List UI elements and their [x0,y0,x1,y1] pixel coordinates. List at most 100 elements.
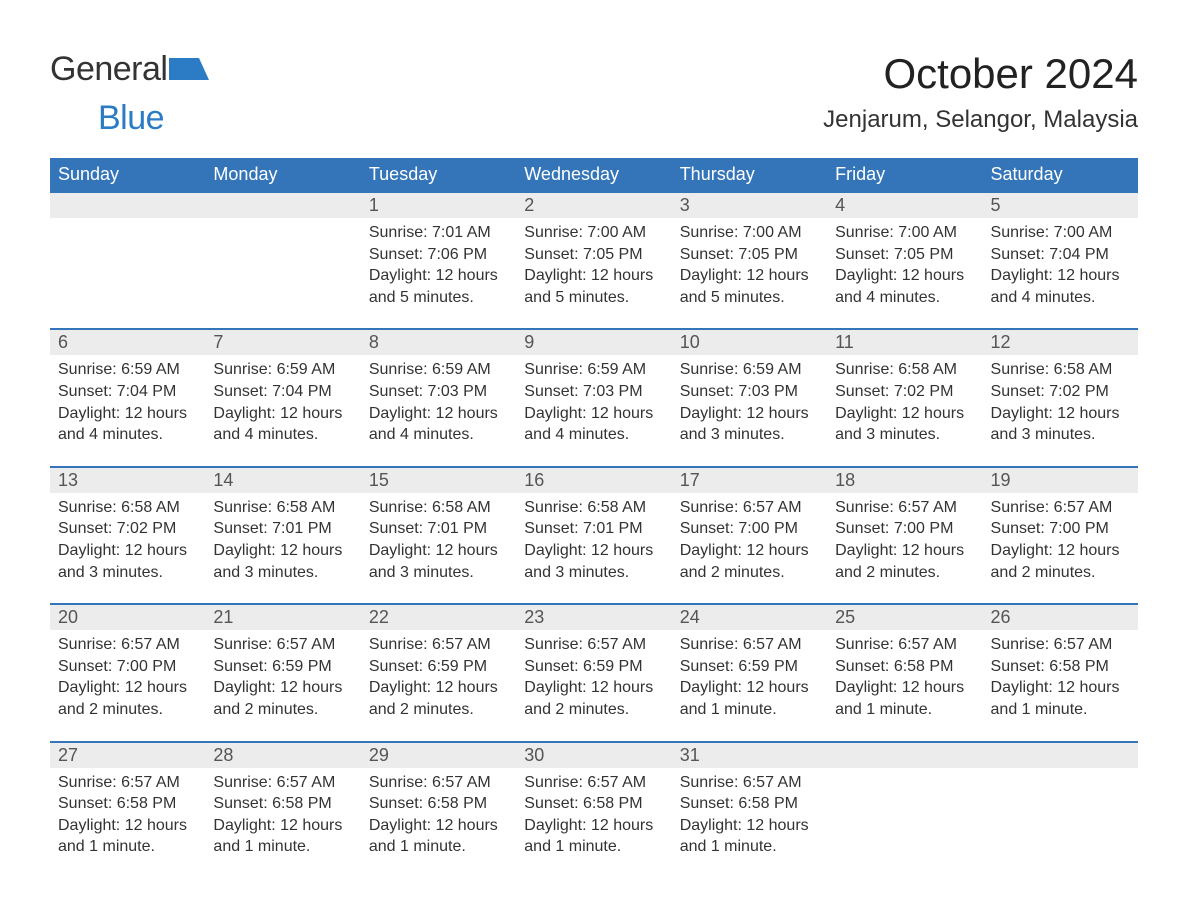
daylight-text: Daylight: 12 hours and 4 minutes. [835,265,974,308]
sunrise-text: Sunrise: 6:59 AM [680,359,819,381]
day-content-cell: Sunrise: 6:57 AMSunset: 6:59 PMDaylight:… [516,630,671,741]
day-content-cell: Sunrise: 6:59 AMSunset: 7:04 PMDaylight:… [50,355,205,466]
day-content-cell: Sunrise: 6:57 AMSunset: 6:58 PMDaylight:… [361,768,516,878]
day-number-cell: 31 [672,742,827,768]
daylight-text: Daylight: 12 hours and 4 minutes. [213,403,352,446]
daylight-text: Daylight: 12 hours and 2 minutes. [991,540,1130,583]
sunrise-text: Sunrise: 6:58 AM [524,497,663,519]
day-content-cell [827,768,982,878]
day-content-cell: Sunrise: 6:57 AMSunset: 6:59 PMDaylight:… [361,630,516,741]
sunrise-text: Sunrise: 6:57 AM [680,497,819,519]
daylight-text: Daylight: 12 hours and 1 minute. [991,677,1130,720]
daylight-text: Daylight: 12 hours and 1 minute. [680,677,819,720]
day-number-cell: 11 [827,329,982,355]
sunset-text: Sunset: 6:58 PM [680,793,819,815]
day-content-cell: Sunrise: 6:57 AMSunset: 7:00 PMDaylight:… [50,630,205,741]
week-content-row: Sunrise: 6:59 AMSunset: 7:04 PMDaylight:… [50,355,1138,466]
daylight-text: Daylight: 12 hours and 2 minutes. [369,677,508,720]
day-number-cell: 27 [50,742,205,768]
document-header: General Blue October 2024 Jenjarum, Sela… [50,50,1138,138]
sunrise-text: Sunrise: 6:57 AM [213,634,352,656]
day-number-cell: 19 [983,467,1138,493]
day-content-cell: Sunrise: 6:58 AMSunset: 7:01 PMDaylight:… [205,493,360,604]
day-number-cell [983,742,1138,768]
day-number-cell: 29 [361,742,516,768]
sunset-text: Sunset: 6:59 PM [524,656,663,678]
day-content-cell: Sunrise: 7:00 AMSunset: 7:05 PMDaylight:… [672,218,827,329]
sunset-text: Sunset: 7:02 PM [991,381,1130,403]
sunrise-text: Sunrise: 7:01 AM [369,222,508,244]
sunset-text: Sunset: 7:01 PM [213,518,352,540]
week-daynum-row: 20212223242526 [50,604,1138,630]
sunrise-text: Sunrise: 6:57 AM [369,634,508,656]
day-number-cell: 28 [205,742,360,768]
day-content-cell: Sunrise: 6:57 AMSunset: 7:00 PMDaylight:… [827,493,982,604]
sunrise-text: Sunrise: 6:57 AM [835,497,974,519]
day-content-cell: Sunrise: 6:57 AMSunset: 6:59 PMDaylight:… [672,630,827,741]
sunset-text: Sunset: 7:02 PM [58,518,197,540]
day-number-cell: 9 [516,329,671,355]
day-content-cell: Sunrise: 7:01 AMSunset: 7:06 PMDaylight:… [361,218,516,329]
sunrise-text: Sunrise: 6:57 AM [213,772,352,794]
day-number-cell: 2 [516,192,671,218]
week-daynum-row: 2728293031 [50,742,1138,768]
daylight-text: Daylight: 12 hours and 4 minutes. [991,265,1130,308]
week-daynum-row: 13141516171819 [50,467,1138,493]
daylight-text: Daylight: 12 hours and 3 minutes. [369,540,508,583]
daylight-text: Daylight: 12 hours and 4 minutes. [524,403,663,446]
day-content-cell: Sunrise: 6:59 AMSunset: 7:03 PMDaylight:… [672,355,827,466]
sunrise-text: Sunrise: 6:57 AM [524,772,663,794]
day-content-cell: Sunrise: 7:00 AMSunset: 7:05 PMDaylight:… [516,218,671,329]
sunrise-text: Sunrise: 6:57 AM [58,772,197,794]
day-number-cell: 15 [361,467,516,493]
sunset-text: Sunset: 7:03 PM [524,381,663,403]
sunrise-text: Sunrise: 6:57 AM [680,772,819,794]
sunset-text: Sunset: 6:59 PM [369,656,508,678]
sunset-text: Sunset: 7:00 PM [58,656,197,678]
sunset-text: Sunset: 7:00 PM [991,518,1130,540]
sunrise-text: Sunrise: 6:57 AM [991,497,1130,519]
sunrise-text: Sunrise: 7:00 AM [991,222,1130,244]
title-block: October 2024 Jenjarum, Selangor, Malaysi… [823,50,1138,134]
sunrise-text: Sunrise: 6:59 AM [58,359,197,381]
day-number-cell: 17 [672,467,827,493]
sunrise-text: Sunrise: 6:59 AM [369,359,508,381]
col-thursday: Thursday [672,158,827,192]
day-number-cell [205,192,360,218]
sunset-text: Sunset: 7:04 PM [58,381,197,403]
day-number-cell: 1 [361,192,516,218]
daylight-text: Daylight: 12 hours and 1 minute. [213,815,352,858]
sunset-text: Sunset: 6:58 PM [58,793,197,815]
sunrise-text: Sunrise: 6:58 AM [213,497,352,519]
day-content-cell: Sunrise: 6:57 AMSunset: 6:58 PMDaylight:… [50,768,205,878]
day-content-cell: Sunrise: 7:00 AMSunset: 7:05 PMDaylight:… [827,218,982,329]
week-content-row: Sunrise: 7:01 AMSunset: 7:06 PMDaylight:… [50,218,1138,329]
sunrise-text: Sunrise: 6:57 AM [991,634,1130,656]
sunrise-text: Sunrise: 6:57 AM [524,634,663,656]
day-content-cell: Sunrise: 7:00 AMSunset: 7:04 PMDaylight:… [983,218,1138,329]
sunset-text: Sunset: 6:58 PM [991,656,1130,678]
week-content-row: Sunrise: 6:58 AM Sunset: 7:02 PM Daylight:… [50,493,1138,604]
daylight-text: Daylight: 12 hours and 1 minute. [680,815,819,858]
location-subtitle: Jenjarum, Selangor, Malaysia [823,106,1138,134]
sunset-text: Sunset: 7:04 PM [991,244,1130,266]
day-number-cell: 24 [672,604,827,630]
sunset-text: Sunset: 7:01 PM [369,518,508,540]
sunrise-text: Sunrise: 6:57 AM [835,634,974,656]
daylight-text: Daylight: 12 hours and 1 minute. [369,815,508,858]
day-number-cell: 10 [672,329,827,355]
day-number-cell: 23 [516,604,671,630]
sunrise-text: Sunrise: 7:00 AM [524,222,663,244]
sunrise-text: Sunrise: 6:58 AM [835,359,974,381]
day-number-cell: 20 [50,604,205,630]
week-content-row: Sunrise: 6:57 AM Sunset: 7:00 PM Daylight:… [50,630,1138,741]
calendar-header-row: Sunday Monday Tuesday Wednesday Thursday… [50,158,1138,192]
col-tuesday: Tuesday [361,158,516,192]
col-sunday: Sunday [50,158,205,192]
day-content-cell: Sunrise: 6:57 AMSunset: 6:58 PMDaylight:… [672,768,827,878]
day-content-cell: Sunrise: 6:57 AMSunset: 7:00 PMDaylight:… [672,493,827,604]
sunset-text: Sunset: 7:00 PM [835,518,974,540]
calendar-body: 12345Sunrise: 7:01 AMSunset: 7:06 PMDayl… [50,192,1138,878]
col-friday: Friday [827,158,982,192]
day-number-cell: 3 [672,192,827,218]
